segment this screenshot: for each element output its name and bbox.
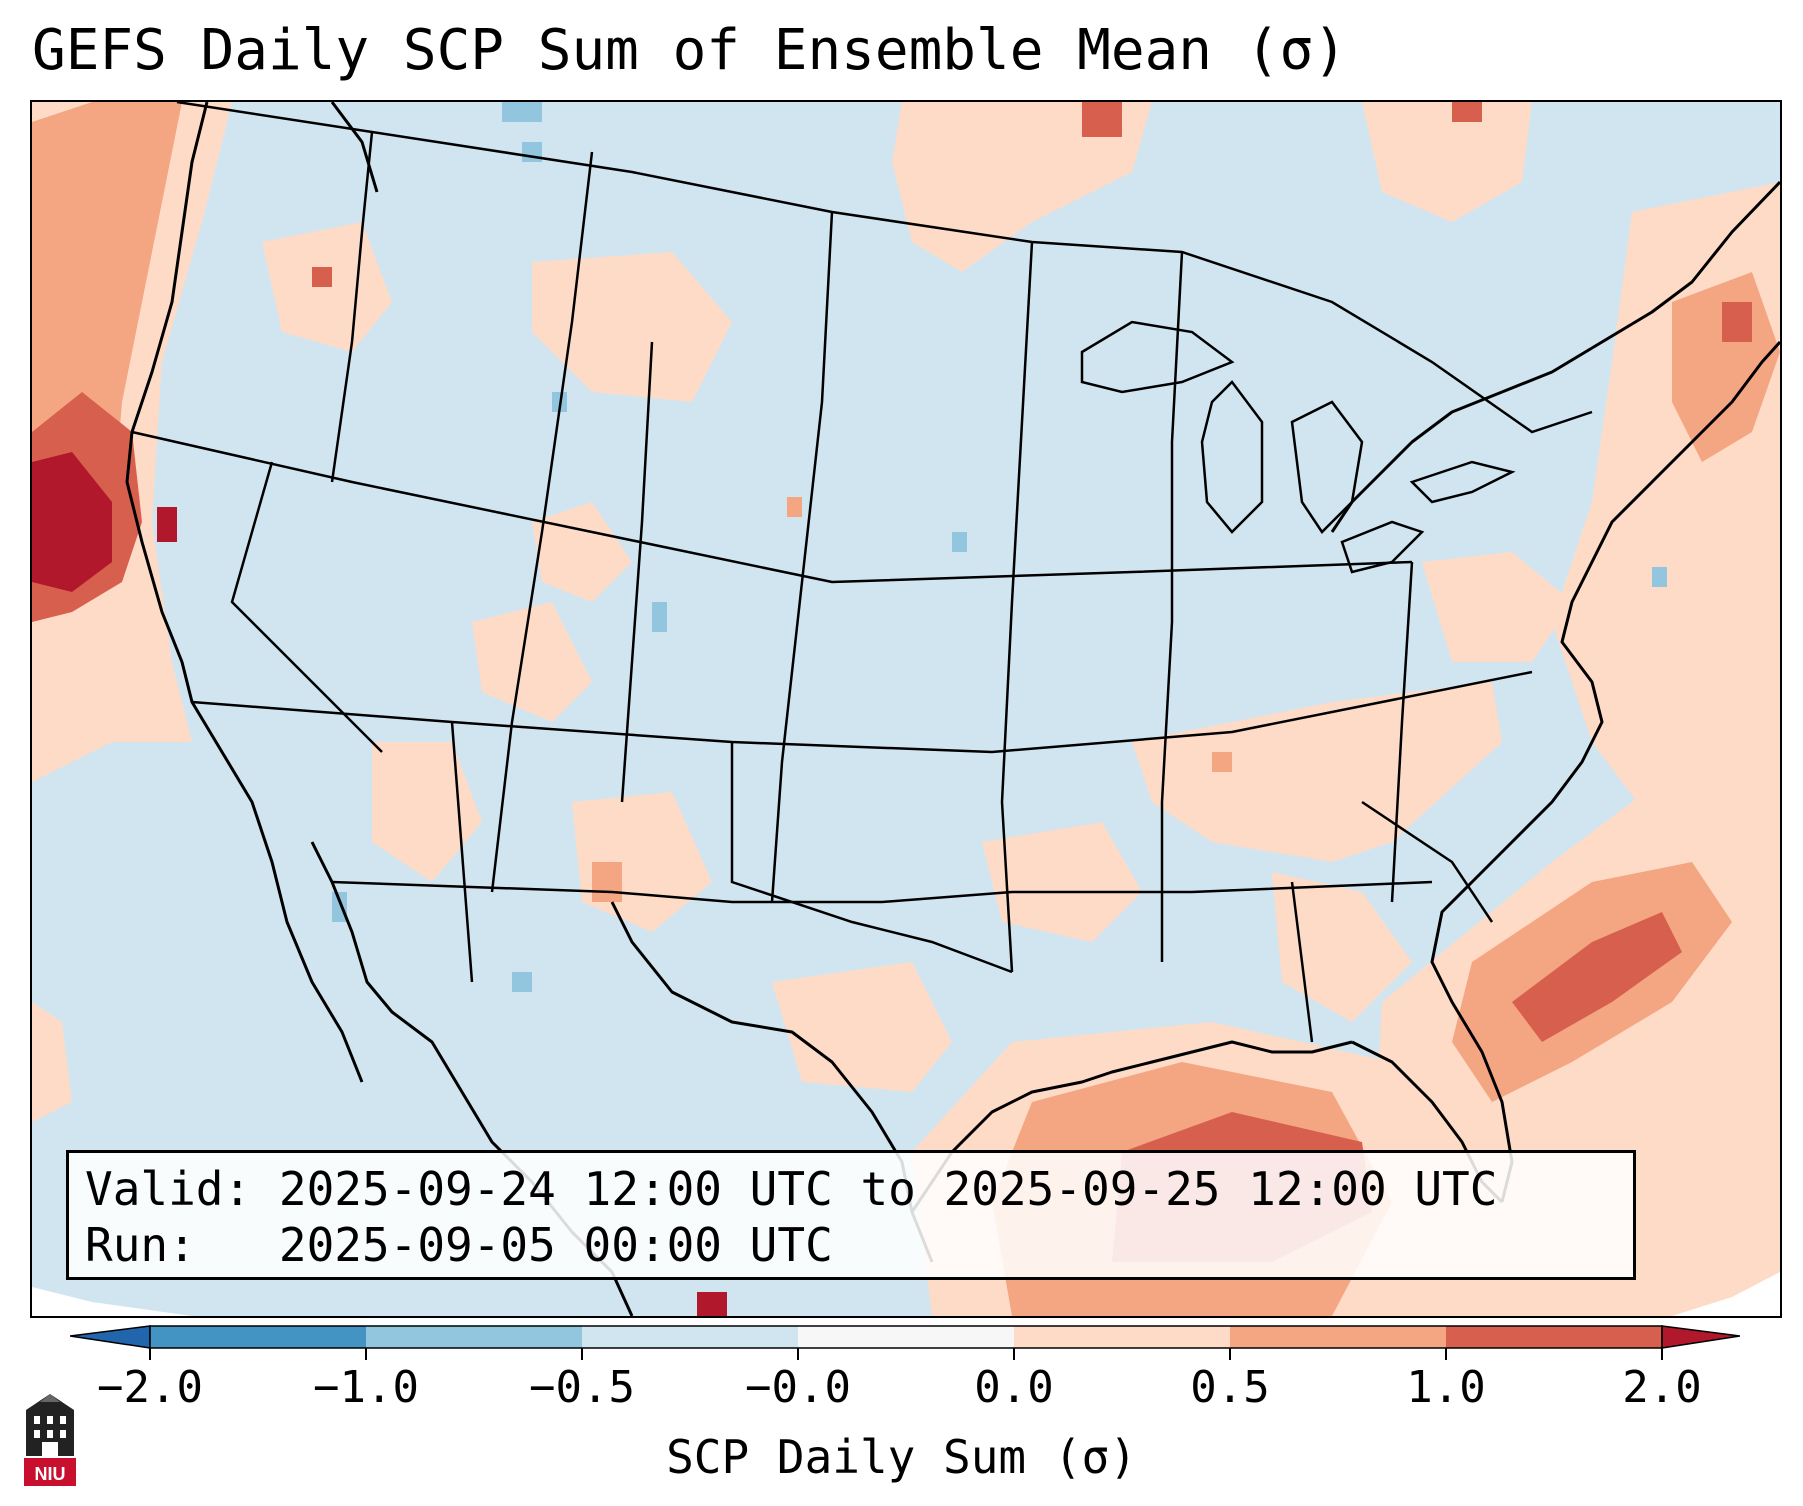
colorbar-tick-label: −0.5 [529, 1362, 635, 1413]
colorbar-label: SCP Daily Sum (σ) [666, 1430, 1137, 1484]
projection-edge-bottom-left [32, 1287, 192, 1316]
wyoming-anomaly [532, 502, 632, 602]
kentucky-anomaly-cell [1212, 752, 1232, 772]
projection-edge-bottom-right [1672, 1272, 1780, 1316]
alabama-anomaly [1272, 872, 1412, 1022]
map-title: GEFS Daily SCP Sum of Ensemble Mean (σ) [32, 18, 1347, 83]
logo-badge [24, 1458, 76, 1486]
texas-anomaly [772, 962, 952, 1092]
quebec-anomaly [1362, 102, 1532, 222]
nebraska-anomaly-cell [787, 497, 802, 517]
negative-cell [502, 102, 542, 122]
valid-label: Valid: [85, 1162, 252, 1216]
canada-anomaly-cell [1082, 102, 1122, 137]
valid-value: 2025-09-24 12:00 UTC to 2025-09-25 12:00… [278, 1162, 1498, 1216]
pennsylvania-anomaly [1422, 552, 1572, 662]
negative-cell [512, 972, 532, 992]
colorbar-outline [149, 1325, 1663, 1349]
northeast-anomaly-cell [1722, 302, 1752, 342]
southeast-anomaly [1132, 682, 1502, 862]
montana-anomaly [532, 252, 732, 402]
colorbar-tick-label: 2.0 [1622, 1362, 1702, 1413]
colorbar-segment [798, 1326, 1014, 1348]
niu-logo: NIU [24, 1394, 76, 1486]
valid-line: Valid: 2025-09-24 12:00 UTC to 2025-09-2… [85, 1161, 1617, 1217]
state-borders [131, 102, 1593, 1043]
colorbar-segment [582, 1326, 798, 1348]
map-panel[interactable] [30, 100, 1782, 1318]
negative-cell [1652, 567, 1667, 587]
university-tower-icon [26, 1394, 74, 1456]
utah-anomaly [472, 602, 592, 722]
colorbar-segment [1014, 1326, 1230, 1348]
colorbar-tick-label: 1.0 [1406, 1362, 1486, 1413]
pacific-anomaly-cell [157, 507, 177, 542]
oklahoma-arkansas-anomaly [982, 822, 1142, 942]
colorbar-tick-label: −0.0 [745, 1362, 851, 1413]
negative-cell [652, 602, 667, 632]
negative-cell [952, 532, 967, 552]
colorbar-segment [150, 1326, 366, 1348]
great-lakes [1080, 320, 1516, 574]
valid-run-info-box: Valid: 2025-09-24 12:00 UTC to 2025-09-2… [66, 1150, 1636, 1280]
quebec-anomaly-cell [1452, 102, 1482, 122]
colorbar-segment [1446, 1326, 1662, 1348]
pacific-anomaly-max [32, 452, 112, 592]
coastlines [125, 102, 1780, 1316]
run-value: 2025-09-05 00:00 UTC [278, 1218, 833, 1272]
arizona-anomaly [372, 742, 482, 882]
oregon-anomaly-cell [312, 267, 332, 287]
colorbar-tick-label: −1.0 [313, 1362, 419, 1413]
scp-map [32, 102, 1780, 1316]
colorbar-tick-label: −2.0 [97, 1362, 203, 1413]
pacific-anomaly-south [32, 1002, 72, 1122]
baja-anomaly-cell [697, 1292, 727, 1316]
logo-text: NIU [35, 1464, 66, 1484]
colorbar-ticks [149, 1348, 1663, 1360]
colorbar-tick-label: 0.5 [1190, 1362, 1270, 1413]
atlantic-anomaly-strong [1512, 912, 1682, 1042]
colorbar-tick-label: 0.0 [974, 1362, 1054, 1413]
negative-cell [332, 892, 347, 922]
northeast-anomaly-medium [1672, 272, 1780, 462]
negative-cell [522, 142, 542, 162]
colorbar-segment [366, 1326, 582, 1348]
colorbar-extend-low [70, 1325, 151, 1349]
colorbar [70, 1325, 1740, 1360]
colorbar-extend-high [1661, 1325, 1740, 1349]
new-mexico-anomaly-cell [592, 862, 622, 902]
run-line: Run: 2025-09-05 00:00 UTC [85, 1217, 1617, 1273]
run-label: Run: [85, 1218, 196, 1272]
colorbar-segment [1230, 1326, 1446, 1348]
